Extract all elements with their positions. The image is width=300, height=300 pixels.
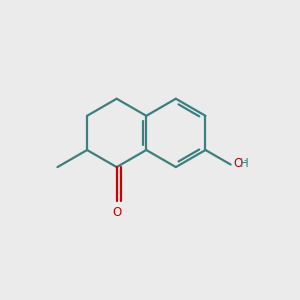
Text: H: H xyxy=(240,157,248,169)
Text: -: - xyxy=(244,157,247,166)
Text: O: O xyxy=(233,157,242,169)
Text: O: O xyxy=(112,206,121,219)
